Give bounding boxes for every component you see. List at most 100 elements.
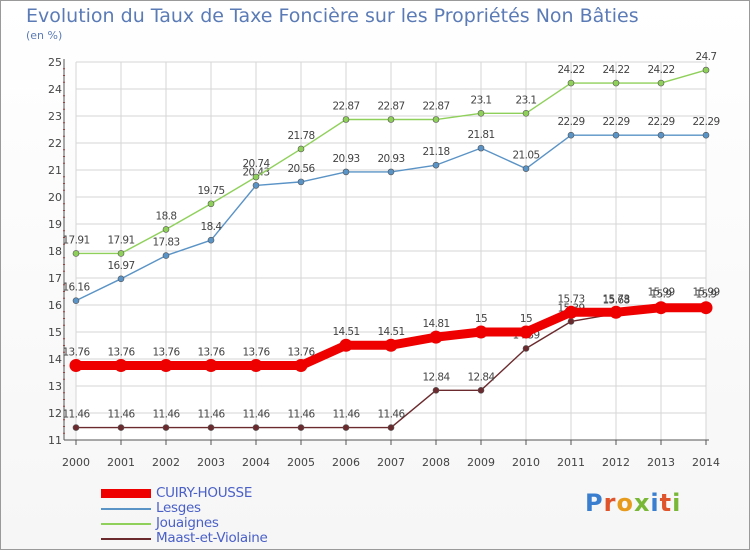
series-jouaignes: 17.91 17.91 18.8 19.75 20.74 21.78 22.87 22.87 2…: [62, 51, 717, 257]
data-point-cuiry-housse: [609, 305, 623, 319]
data-point-lesges: [567, 131, 575, 139]
x-tick-label: 2007: [377, 456, 405, 469]
data-point-lesges: [657, 131, 665, 139]
x-tick-label: 2002: [152, 456, 180, 469]
logo-letter: o: [616, 489, 634, 517]
y-tick-label: 12: [48, 407, 62, 420]
data-point-jouaignes: [522, 110, 530, 117]
data-label-lesges: 20.43: [242, 166, 269, 178]
data-label-lesges: 16.97: [107, 260, 134, 272]
data-point-jouaignes: [387, 116, 395, 123]
data-label-jouaignes: 23.1: [471, 94, 492, 106]
logo-letter: i: [672, 489, 682, 517]
data-point-jouaignes: [432, 116, 440, 123]
data-label-maast-et-violaine: 11.46: [287, 409, 315, 421]
data-point-maast-et-violaine: [522, 345, 530, 352]
legend-label-jouaignes: Jouaignes: [156, 515, 219, 531]
x-tick-label: 2001: [107, 456, 135, 469]
data-label-lesges: 22.29: [557, 116, 584, 128]
y-tick-label: 25: [48, 56, 62, 69]
y-tick-label: 19: [48, 218, 62, 231]
data-point-lesges: [117, 275, 125, 283]
data-point-jouaignes: [657, 79, 665, 87]
data-point-maast-et-violaine: [432, 387, 440, 394]
data-label-maast-et-violaine: 15.99: [692, 286, 719, 298]
legend-label-maast-et-violaine: Maast-et-Violaine: [156, 530, 268, 546]
x-tick-label: 2009: [467, 456, 495, 469]
x-tick-label: 2012: [602, 456, 630, 469]
y-tick-label: 16: [48, 299, 62, 312]
y-tick-label: 21: [48, 164, 62, 177]
data-point-maast-et-violaine: [117, 424, 125, 431]
legend-label-cuiry-housse: CUIRY-HOUSSE: [156, 485, 253, 501]
series-lesges: 16.16 16.97 17.83 18.4 20.43 20.56 20.93 20.93 2…: [62, 116, 720, 304]
data-label-maast-et-violaine: 11.46: [152, 409, 180, 421]
data-point-cuiry-housse: [699, 301, 713, 315]
data-label-maast-et-violaine: 11.46: [242, 409, 270, 421]
data-point-jouaignes: [252, 173, 260, 181]
legend-swatch-jouaignes: [101, 523, 151, 525]
data-label-jouaignes: 18.8: [156, 210, 177, 222]
chart-title: Evolution du Taux de Taxe Foncière sur l…: [26, 5, 639, 27]
data-point-jouaignes: [297, 145, 305, 153]
legend-swatch-lesges: [101, 508, 151, 510]
data-point-cuiry-housse: [294, 358, 308, 372]
series-cuiry-housse: 13.76 13.76 13.76 13.76 13.76 13.76 14.51 14.51…: [62, 289, 717, 372]
data-label-jouaignes: 17.91: [62, 234, 89, 246]
legend-swatch-maast-et-violaine: [101, 538, 151, 540]
data-label-jouaignes: 23.1: [516, 94, 537, 106]
data-point-jouaignes: [72, 250, 80, 257]
data-point-maast-et-violaine: [387, 424, 395, 431]
data-point-maast-et-violaine: [297, 424, 305, 431]
data-point-lesges: [477, 144, 485, 152]
data-label-lesges: 16.16: [62, 282, 90, 294]
data-point-cuiry-housse: [384, 338, 398, 352]
y-tick-label: 15: [48, 326, 62, 339]
data-label-jouaignes: 22.87: [332, 101, 359, 113]
proxiti-logo: Proxiti: [585, 489, 681, 517]
data-point-lesges: [432, 161, 440, 169]
data-label-cuiry-housse: 15: [475, 313, 487, 325]
x-tick-label: 2005: [287, 456, 315, 469]
data-label-maast-et-violaine: 15.99: [647, 286, 674, 298]
data-label-jouaignes: 17.91: [107, 234, 134, 246]
data-label-cuiry-housse: 15.9: [651, 289, 672, 301]
data-point-cuiry-housse: [429, 330, 443, 344]
y-tick-label: 23: [48, 110, 62, 123]
data-label-lesges: 21.18: [422, 146, 449, 158]
data-point-jouaignes: [207, 200, 215, 208]
data-point-jouaignes: [117, 250, 125, 257]
legend-label-lesges: Lesges: [156, 500, 201, 516]
data-label-jouaignes: 24.22: [557, 64, 584, 76]
chart-unit-label: (en %): [26, 29, 63, 42]
y-tick-label: 24: [48, 83, 62, 96]
data-label-cuiry-housse: 15.73: [602, 293, 629, 305]
y-tick-label: 20: [48, 191, 62, 204]
data-label-lesges: 21.81: [467, 129, 494, 141]
data-point-maast-et-violaine: [342, 424, 350, 431]
data-label-lesges: 22.29: [602, 116, 629, 128]
data-point-lesges: [702, 131, 710, 139]
data-label-maast-et-violaine: 11.46: [332, 409, 360, 421]
data-label-cuiry-housse: 15: [520, 313, 532, 325]
x-tick-label: 2008: [422, 456, 450, 469]
x-tick-label: 2004: [242, 456, 270, 469]
data-label-maast-et-violaine: 11.46: [377, 409, 405, 421]
data-point-lesges: [252, 182, 260, 189]
logo-letter: r: [603, 489, 617, 517]
data-point-jouaignes: [702, 66, 710, 74]
data-label-maast-et-violaine: 11.46: [197, 409, 225, 421]
logo-letter: i: [650, 489, 660, 517]
data-point-lesges: [612, 131, 620, 139]
data-point-cuiry-housse: [114, 358, 128, 372]
data-point-jouaignes: [477, 110, 485, 117]
x-tick-label: 2013: [647, 456, 675, 469]
data-point-cuiry-housse: [564, 305, 578, 319]
logo-letter: t: [659, 489, 673, 517]
x-tick-label: 2006: [332, 456, 360, 469]
data-label-jouaignes: 22.87: [422, 101, 449, 113]
data-label-maast-et-violaine: 12.84: [422, 371, 450, 383]
y-tick-label: 13: [48, 380, 62, 393]
data-point-jouaignes: [612, 79, 620, 87]
